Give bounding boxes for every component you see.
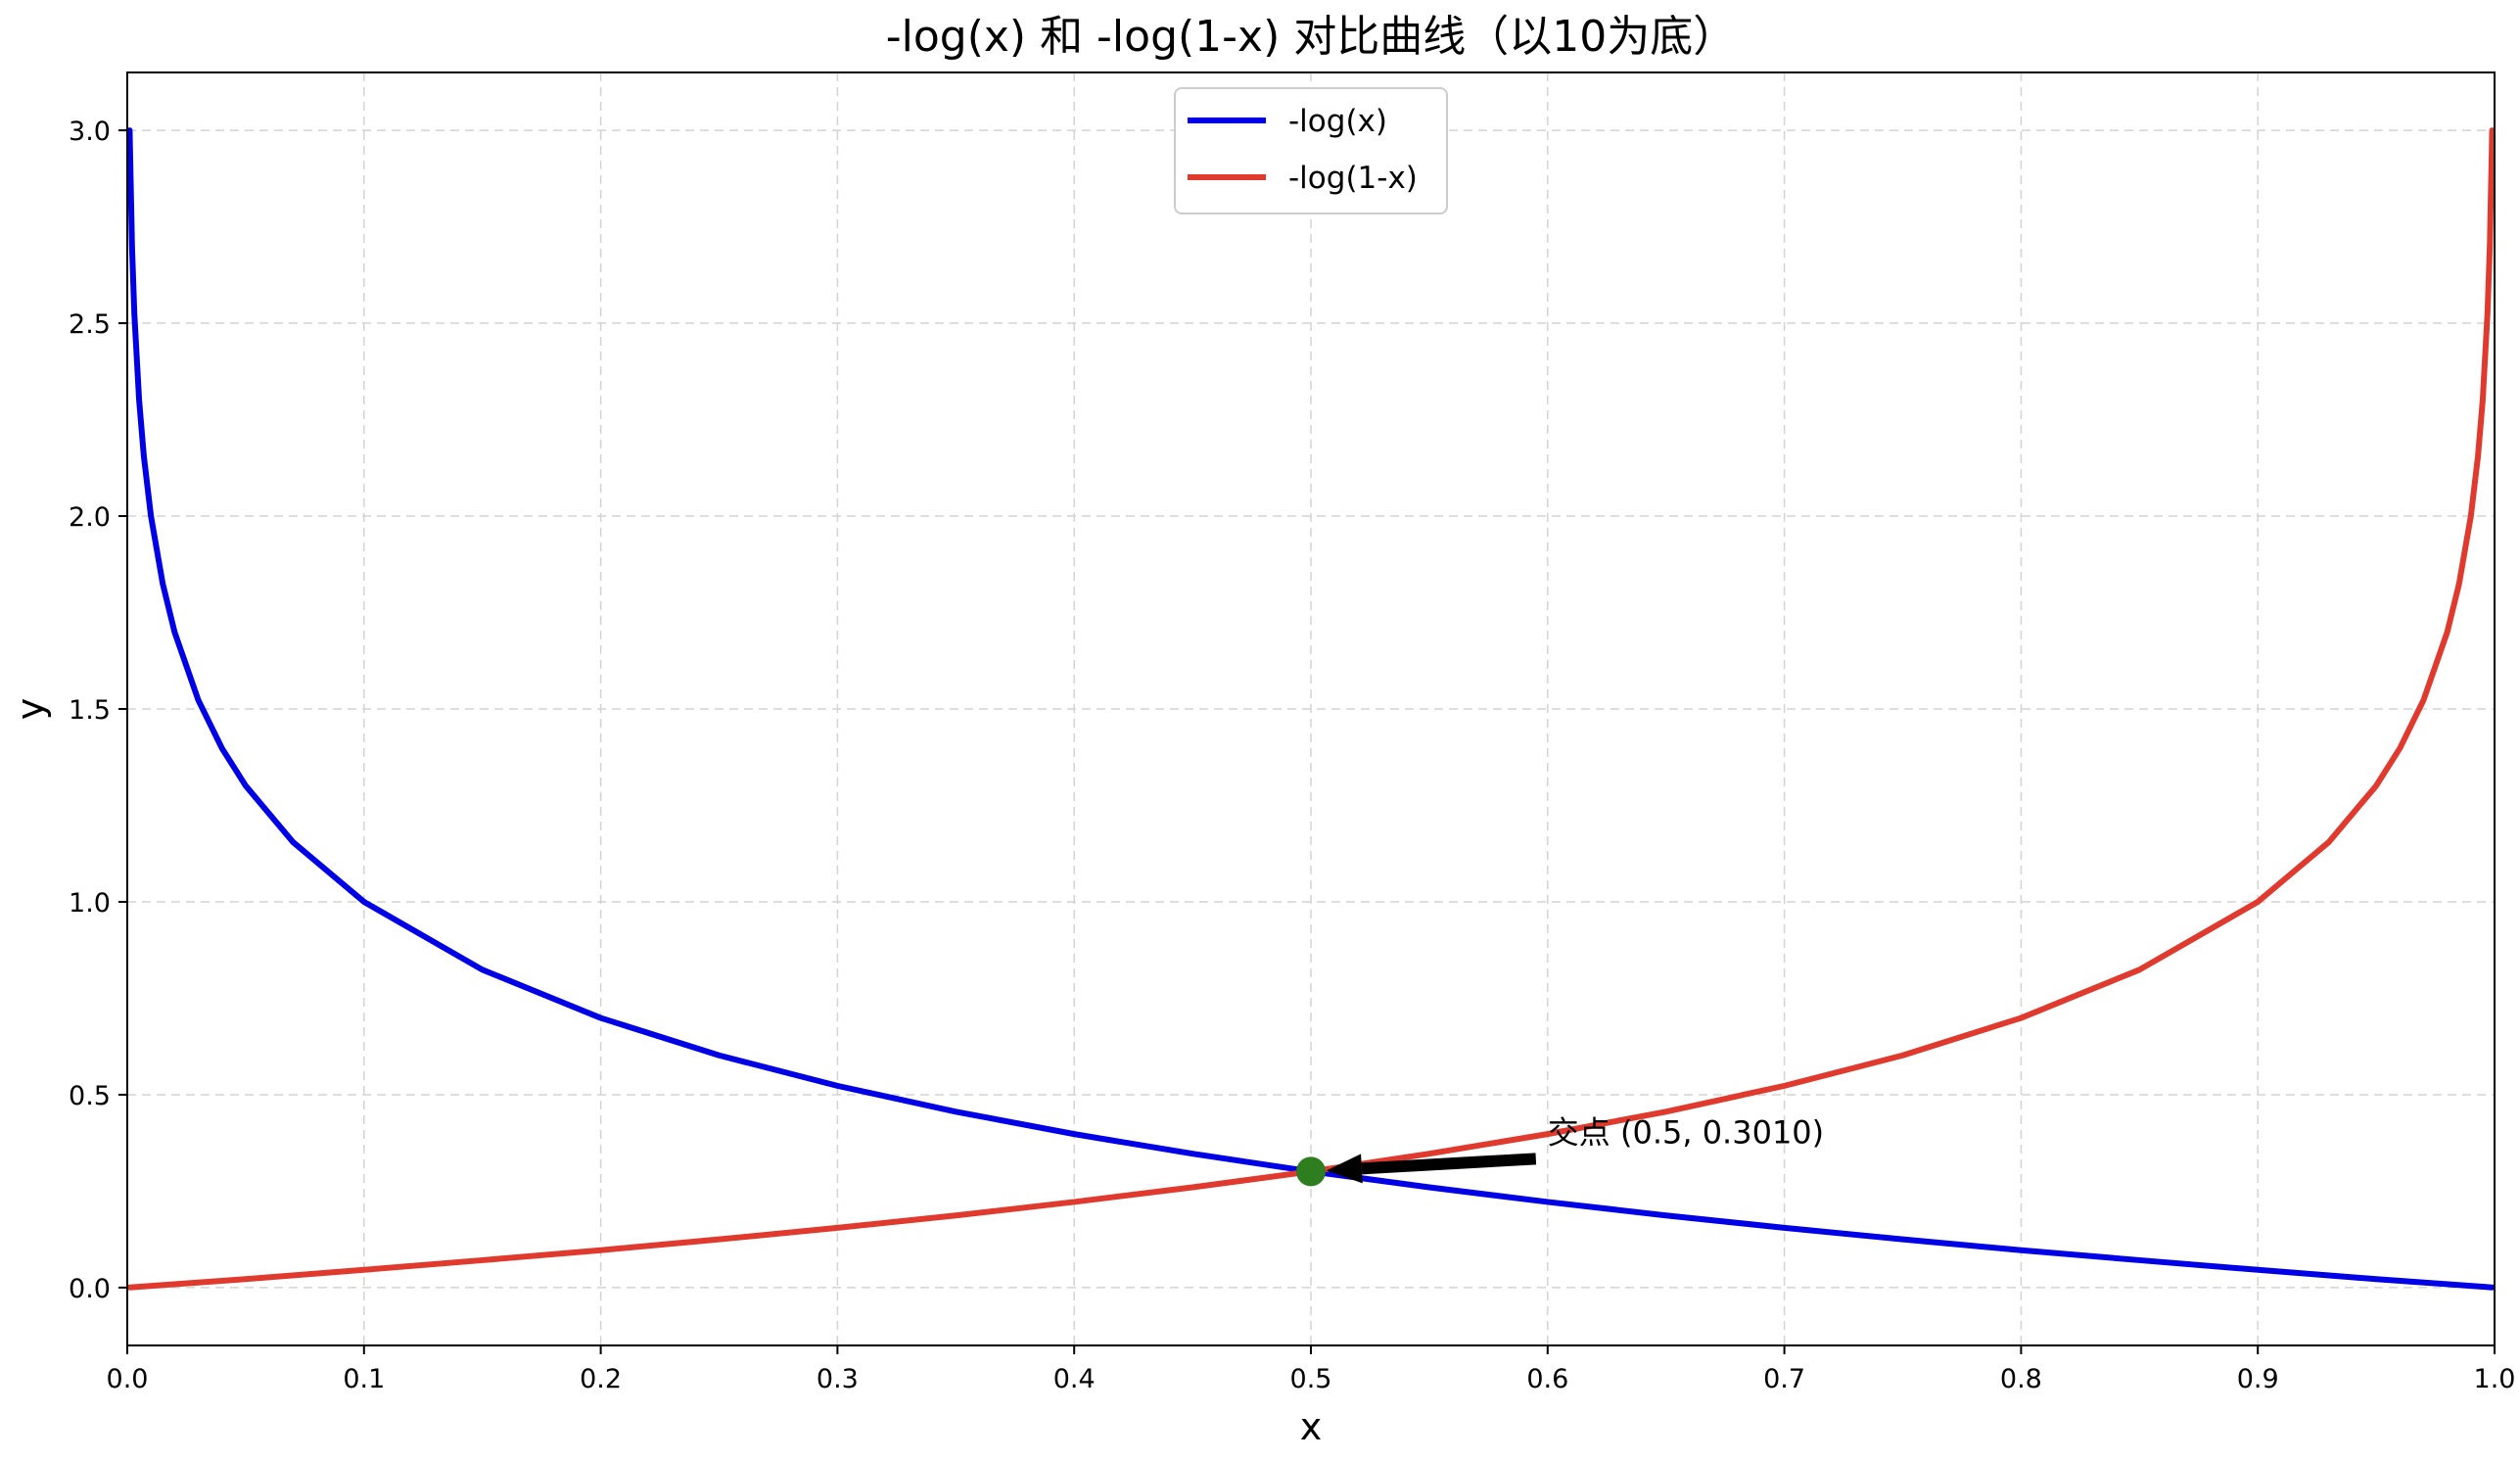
y-tick-label: 1.0 bbox=[69, 888, 111, 919]
annotation-layer: 交点 (0.5, 0.3010) bbox=[1296, 1113, 1824, 1187]
intersection-point bbox=[1296, 1156, 1326, 1187]
y-tick-label: 0.5 bbox=[69, 1081, 111, 1111]
series-line-log-x bbox=[127, 127, 2495, 1291]
x-tick-label: 0.0 bbox=[107, 1364, 149, 1394]
ticks: 0.0 0.1 0.2 0.3 0.4 0.5 0.6 0.7 0.8 0.9 1.0 0.0 0.5 1… bbox=[69, 117, 2515, 1394]
legend: -log(x) -log(1-x) bbox=[1174, 87, 1448, 214]
y-tick-label: 0.0 bbox=[69, 1274, 111, 1304]
y-tick-label: 1.5 bbox=[69, 695, 111, 726]
x-axis-label: x bbox=[1300, 1405, 1323, 1448]
x-tick-label: 0.8 bbox=[2000, 1364, 2042, 1394]
chart-title: -log(x) 和 -log(1-x) 对比曲线（以10为底） bbox=[886, 12, 1736, 62]
y-axis-label: y bbox=[9, 698, 52, 721]
legend-label-log-x: -log(x) bbox=[1288, 104, 1387, 139]
legend-label-log-one-minus-x: -log(1-x) bbox=[1288, 161, 1418, 196]
annotation-arrow-shaft bbox=[1361, 1153, 1537, 1175]
x-tick-label: 0.2 bbox=[580, 1364, 622, 1394]
annotation-arrow-head bbox=[1326, 1154, 1363, 1184]
intersection-label: 交点 (0.5, 0.3010) bbox=[1548, 1113, 1824, 1151]
series-line-log-one-minus-x bbox=[127, 127, 2495, 1291]
y-tick-label: 2.5 bbox=[69, 309, 111, 340]
x-tick-label: 0.6 bbox=[1526, 1364, 1568, 1394]
x-tick-label: 0.3 bbox=[817, 1364, 859, 1394]
x-tick-label: 0.4 bbox=[1053, 1364, 1096, 1394]
y-tick-label: 3.0 bbox=[69, 117, 111, 147]
series-layer bbox=[127, 127, 2495, 1291]
x-tick-label: 0.7 bbox=[1763, 1364, 1805, 1394]
x-tick-label: 0.5 bbox=[1290, 1364, 1332, 1394]
x-tick-label: 0.1 bbox=[343, 1364, 385, 1394]
x-tick-label: 1.0 bbox=[2474, 1364, 2516, 1394]
x-tick-label: 0.9 bbox=[2237, 1364, 2279, 1394]
y-tick-label: 2.0 bbox=[69, 502, 111, 533]
